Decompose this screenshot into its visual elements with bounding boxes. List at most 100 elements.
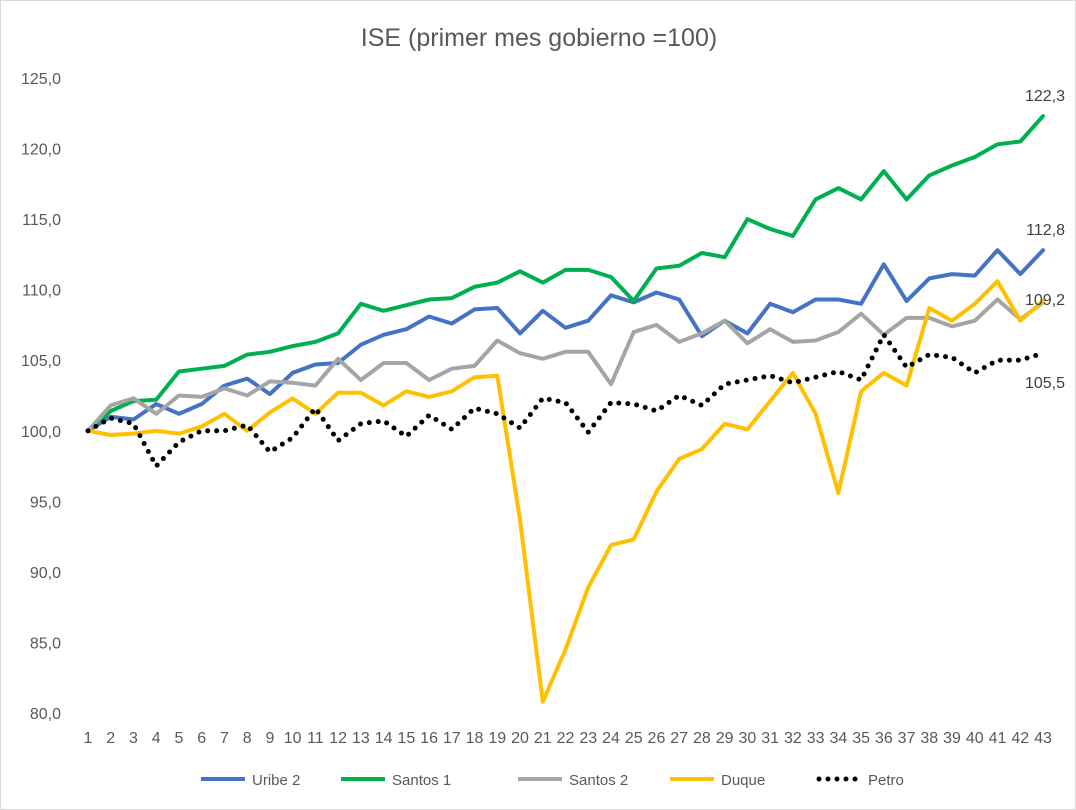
- data-point-duque: [131, 432, 135, 436]
- data-point-duque: [745, 427, 749, 431]
- series-line-petro: [85, 332, 1046, 469]
- data-point-petro: [541, 396, 545, 400]
- data-point-santos-2: [859, 312, 863, 316]
- data-point-santos-2: [677, 340, 681, 344]
- data-point-petro: [404, 434, 408, 438]
- data-point-santos-1: [996, 142, 1000, 146]
- data-point-santos-1: [700, 251, 704, 255]
- data-point-santos-2: [131, 396, 135, 400]
- x-tick-label: 2: [106, 730, 115, 747]
- data-point-petro: [791, 381, 795, 385]
- data-point-petro: [564, 401, 568, 405]
- series-line-uribe-2: [86, 248, 1045, 433]
- data-point-duque: [564, 648, 568, 652]
- data-point-santos-2: [427, 378, 431, 382]
- data-point-petro: [723, 382, 727, 386]
- data-point-duque: [291, 396, 295, 400]
- data-point-duque: [382, 403, 386, 407]
- data-label-duque: 109,2: [1025, 292, 1065, 309]
- data-point-santos-1: [427, 298, 431, 302]
- x-tick-label: 25: [625, 730, 643, 747]
- data-point-santos-1: [791, 234, 795, 238]
- data-point-uribe-2: [245, 377, 249, 381]
- x-tick-label: 8: [243, 730, 252, 747]
- x-tick-label: 38: [920, 730, 938, 747]
- data-point-uribe-2: [996, 248, 1000, 252]
- x-tick-label: 6: [197, 730, 206, 747]
- x-tick-label: 34: [829, 730, 847, 747]
- data-point-petro: [836, 370, 840, 374]
- data-point-santos-1: [836, 186, 840, 190]
- data-point-petro: [814, 375, 818, 379]
- data-point-santos-1: [609, 275, 613, 279]
- x-tick-label: 41: [989, 730, 1007, 747]
- data-point-santos-2: [200, 395, 204, 399]
- data-point-duque: [973, 302, 977, 306]
- data-point-duque: [495, 374, 499, 378]
- data-point-santos-2: [564, 350, 568, 354]
- data-point-petro: [632, 402, 636, 406]
- data-point-petro: [882, 333, 886, 337]
- data-point-duque: [996, 279, 1000, 283]
- data-point-uribe-2: [495, 306, 499, 310]
- data-point-petro: [154, 464, 158, 468]
- data-point-duque: [609, 543, 613, 547]
- data-point-santos-1: [336, 331, 340, 335]
- data-point-uribe-2: [382, 333, 386, 337]
- data-point-duque: [177, 432, 181, 436]
- data-point-uribe-2: [450, 322, 454, 326]
- data-point-petro: [495, 412, 499, 416]
- data-point-duque: [336, 391, 340, 395]
- data-point-uribe-2: [609, 293, 613, 297]
- x-tick-label: 43: [1034, 730, 1052, 747]
- x-tick-label: 35: [852, 730, 870, 747]
- data-point-petro: [586, 430, 590, 434]
- data-point-uribe-2: [882, 262, 886, 266]
- legend-label-duque: Duque: [721, 772, 765, 789]
- x-tick-label: 24: [602, 730, 620, 747]
- data-point-uribe-2: [427, 314, 431, 318]
- data-point-santos-2: [905, 316, 909, 320]
- x-tick-label: 23: [579, 730, 597, 747]
- x-tick-label: 5: [174, 730, 183, 747]
- data-point-petro: [905, 365, 909, 369]
- data-point-petro: [313, 406, 317, 410]
- x-tick-label: 26: [648, 730, 666, 747]
- end-labels: 122,3 112,8 109,2 105,5: [1025, 88, 1065, 392]
- data-point-uribe-2: [745, 331, 749, 335]
- data-point-duque: [700, 447, 704, 451]
- x-tick-label: 40: [966, 730, 984, 747]
- x-tick-label: 7: [220, 730, 229, 747]
- data-point-uribe-2: [564, 326, 568, 330]
- data-point-uribe-2: [291, 371, 295, 375]
- data-point-petro: [473, 406, 477, 410]
- data-point-petro: [177, 440, 181, 444]
- x-tick-label: 15: [397, 730, 415, 747]
- data-label-uribe-2: 112,8: [1026, 222, 1065, 239]
- data-point-santos-1: [518, 269, 522, 273]
- series-line-duque: [86, 279, 1045, 704]
- legend-label-uribe-2: Uribe 2: [252, 772, 300, 789]
- data-point-duque: [268, 410, 272, 414]
- data-point-uribe-2: [518, 331, 522, 335]
- data-point-santos-1: [905, 197, 909, 201]
- data-point-santos-2: [450, 367, 454, 371]
- series-layer: [85, 114, 1046, 704]
- data-point-santos-1: [268, 350, 272, 354]
- data-point-santos-1: [768, 227, 772, 231]
- y-tick-label: 125,0: [21, 71, 61, 88]
- data-point-uribe-2: [1041, 248, 1045, 252]
- data-point-santos-1: [382, 309, 386, 313]
- data-point-santos-2: [177, 394, 181, 398]
- data-point-santos-2: [222, 386, 226, 390]
- data-point-duque: [404, 389, 408, 393]
- data-point-uribe-2: [131, 417, 135, 421]
- data-point-petro: [768, 374, 772, 378]
- data-point-santos-1: [950, 163, 954, 167]
- data-point-petro: [654, 409, 658, 413]
- data-point-duque: [654, 489, 658, 493]
- data-point-duque: [109, 433, 113, 437]
- data-point-uribe-2: [404, 327, 408, 331]
- data-label-santos-1: 122,3: [1025, 88, 1065, 105]
